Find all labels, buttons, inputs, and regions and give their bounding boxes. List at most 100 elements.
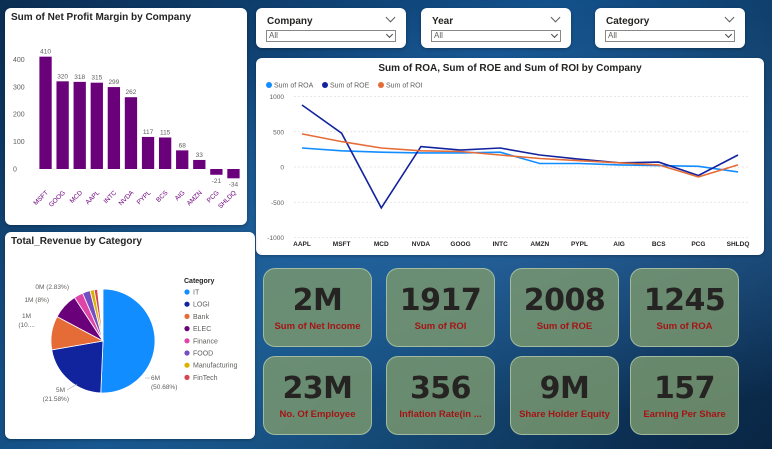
x-tick-label: AIG — [613, 241, 625, 248]
legend-label: Sum of ROI — [386, 83, 423, 90]
legend-marker — [184, 362, 190, 368]
ratio-line-chart: Sum of ROA Sum of ROE Sum of ROI 1000 500 0 -5… — [266, 82, 750, 248]
category-slicer[interactable]: Category All — [595, 8, 745, 48]
kpi-value: 1917 — [399, 283, 482, 318]
pie-data-label: 6M — [151, 375, 160, 382]
kpi-label: Sum of ROE — [536, 321, 593, 332]
x-tick-label: PYPL — [571, 241, 588, 248]
pie-slice — [93, 288, 104, 342]
y-tick-label: -500 — [271, 200, 284, 207]
legend-label: Finance — [193, 338, 218, 345]
x-tick-label: PCG — [691, 241, 705, 248]
legend-label: Sum of ROE — [330, 83, 370, 90]
legend-marker — [378, 82, 384, 88]
year-dropdown[interactable]: All — [431, 30, 561, 42]
bar — [124, 97, 138, 169]
pie-slice — [51, 340, 104, 394]
x-tick-label: AAPL — [293, 241, 311, 248]
company-slicer[interactable]: Company All — [256, 8, 406, 48]
company-dropdown[interactable]: All — [266, 30, 396, 42]
data-label: -34 — [229, 181, 239, 188]
kpi-employees[interactable]: 23M No. Of Employee — [263, 356, 372, 435]
legend-label: LOGI — [193, 302, 210, 309]
kpi-label: Sum of ROI — [414, 321, 467, 332]
kpi-value: 2M — [292, 283, 343, 318]
x-tick-label: AMZN — [530, 241, 549, 248]
data-label: 320 — [57, 73, 68, 80]
bar — [107, 87, 121, 169]
kpi-value: 2008 — [523, 283, 606, 318]
kpi-label: Sum of ROA — [656, 321, 713, 332]
chevron-down-icon[interactable] — [550, 12, 561, 23]
data-label: 299 — [108, 79, 119, 86]
x-tick-label: INTC — [493, 241, 508, 248]
x-tick-label: AMZN — [186, 189, 204, 207]
chevron-down-icon[interactable] — [724, 12, 735, 23]
kpi-net-income[interactable]: 2M Sum of Net Income — [263, 268, 372, 347]
chevron-down-icon — [385, 30, 394, 39]
x-tick-label: INTC — [103, 189, 119, 205]
dropdown-value: All — [608, 31, 617, 40]
y-tick-label: 300 — [13, 84, 25, 91]
series-line — [301, 147, 739, 173]
x-tick-label: MCD — [374, 241, 389, 248]
kpi-label: No. Of Employee — [279, 409, 356, 420]
slicer-title: Category — [606, 16, 650, 27]
chevron-down-icon[interactable] — [385, 12, 396, 23]
bar — [39, 56, 52, 169]
kpi-roe[interactable]: 2008 Sum of ROE — [510, 268, 619, 347]
x-tick-label: BCS — [652, 241, 666, 248]
legend-marker — [184, 289, 190, 295]
kpi-label: Sum of Net Income — [274, 321, 361, 332]
category-dropdown[interactable]: All — [605, 30, 735, 42]
x-tick-label: NVDA — [412, 241, 431, 248]
legend-marker — [184, 326, 190, 332]
x-tick-label: SHLDQ — [727, 241, 750, 248]
kpi-roi[interactable]: 1917 Sum of ROI — [386, 268, 495, 347]
kpi-value: 157 — [653, 371, 716, 406]
legend-marker — [184, 374, 190, 380]
kpi-roa[interactable]: 1245 Sum of ROA — [630, 268, 739, 347]
bar — [158, 137, 172, 169]
series-line — [301, 104, 739, 210]
bar — [210, 169, 223, 175]
y-tick-label: 400 — [13, 57, 25, 64]
x-tick-label: BCS — [155, 189, 170, 204]
y-tick-label: 0 — [13, 167, 17, 174]
kpi-value: 1245 — [643, 283, 726, 318]
kpi-inflation-rate[interactable]: 356 Inflation Rate(in ... — [386, 356, 495, 435]
pie-data-label: 0M (2.83%) — [35, 284, 69, 291]
chevron-down-icon — [550, 30, 559, 39]
kpi-shareholder-equity[interactable]: 9M Share Holder Equity — [510, 356, 619, 435]
slicer-title: Year — [432, 16, 454, 27]
bar — [227, 169, 240, 179]
ratio-line-chart-card[interactable]: Sum of ROA, Sum of ROE and Sum of ROI by… — [256, 58, 764, 255]
year-slicer[interactable]: Year All — [421, 8, 571, 48]
legend-label: FOOD — [193, 351, 213, 358]
pie-data-label: (21.58%) — [43, 396, 69, 403]
pie-data-label: (50.68%) — [151, 384, 177, 391]
data-label: 33 — [196, 152, 204, 159]
bar — [141, 136, 155, 169]
x-tick-label: GOOG — [48, 189, 67, 208]
revenue-pie-chart-card[interactable]: Total_Revenue by Category 6M (50.68%) 5M (2… — [5, 232, 255, 439]
x-tick-label: PCG — [206, 189, 221, 204]
x-tick-label: MCD — [69, 189, 85, 205]
data-label: 315 — [91, 75, 102, 82]
kpi-value: 23M — [282, 371, 353, 406]
leader-line — [66, 383, 78, 391]
chevron-down-icon — [724, 30, 733, 39]
x-tick-label: MSFT — [333, 241, 351, 248]
kpi-earning-per-share[interactable]: 157 Earning Per Share — [630, 356, 739, 435]
net-profit-chart-card[interactable]: Sum of Net Profit Margin by Company 400 3… — [5, 8, 247, 225]
legend-marker — [184, 338, 190, 344]
x-tick-label: PYPL — [136, 189, 153, 206]
data-label: -21 — [212, 178, 222, 185]
pie-data-label: 1M — [22, 313, 31, 320]
legend-marker — [184, 350, 190, 356]
legend-marker — [322, 82, 328, 88]
data-label: 115 — [160, 129, 171, 136]
legend-title: Category — [184, 278, 214, 285]
legend-marker — [266, 82, 272, 88]
pie-data-label: (10.... — [18, 322, 35, 329]
